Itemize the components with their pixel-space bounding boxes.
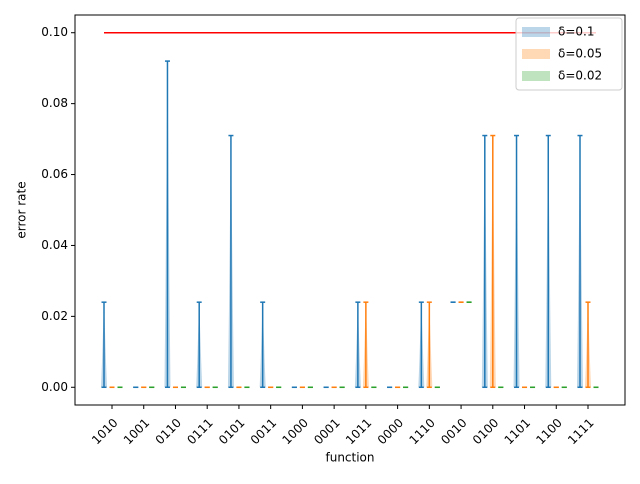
x-tick-label: 1011: [343, 416, 374, 447]
axes-frame: [74, 14, 626, 406]
legend-box: [515, 17, 623, 91]
y-tick-label: 0.06: [41, 167, 68, 181]
x-tick-label: 0111: [184, 416, 215, 447]
x-tick-label: 0010: [438, 416, 469, 447]
x-tick-label: 0101: [216, 416, 247, 447]
y-tick-label: 0.08: [41, 96, 68, 110]
legend-swatch: [522, 49, 550, 59]
x-tick-label: 1110: [406, 416, 437, 447]
legend-label: δ=0.1: [558, 25, 594, 39]
y-tick-label: 0.00: [41, 380, 68, 394]
x-tick-label: 0001: [311, 416, 342, 447]
legend-label: δ=0.05: [558, 47, 602, 61]
x-tick-label: 1010: [89, 416, 120, 447]
x-tick-label: 0110: [153, 416, 184, 447]
legend-swatch: [522, 71, 550, 81]
y-tick-label: 0.10: [41, 25, 68, 39]
legend-label: δ=0.02: [558, 69, 602, 83]
legend-swatch: [522, 27, 550, 37]
x-axis-label: function: [325, 451, 374, 465]
x-tick-label: 0100: [470, 416, 501, 447]
x-tick-label: 1100: [533, 416, 564, 447]
y-tick-label: 0.04: [41, 238, 68, 252]
x-tick-label: 1000: [279, 416, 310, 447]
y-tick-label: 0.02: [41, 309, 68, 323]
y-axis-label: error rate: [15, 181, 29, 238]
x-tick-label: 1101: [502, 416, 533, 447]
x-tick-label: 1001: [121, 416, 152, 447]
x-tick-label: 0000: [375, 416, 406, 447]
x-tick-label: 0011: [248, 416, 279, 447]
x-tick-label: 1111: [565, 416, 596, 447]
